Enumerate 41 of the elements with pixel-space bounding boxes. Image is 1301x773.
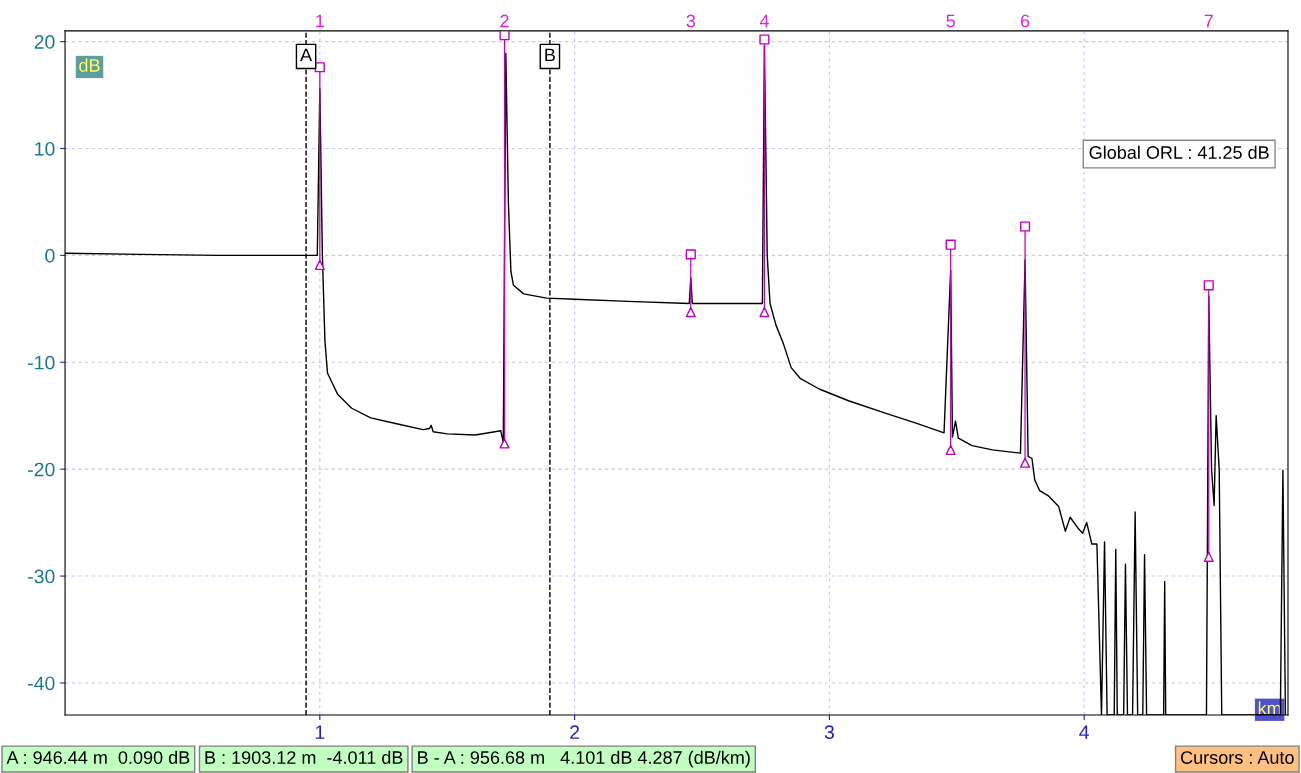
- point: [314, 62, 325, 73]
- y-tick-label: 0: [45, 248, 55, 263]
- y-tick-label: -40: [28, 676, 55, 691]
- point: [499, 438, 510, 449]
- text: 2: [500, 14, 509, 28]
- y-axis-title: dB: [79, 58, 100, 72]
- point: [314, 259, 325, 271]
- point: [945, 444, 956, 456]
- point: [685, 249, 696, 260]
- text: B - A : 956.68 m 4.101 dB 4.287 (dB/km): [418, 750, 750, 768]
- text: 3: [686, 14, 696, 28]
- x-axis-title: km: [1258, 701, 1281, 715]
- text: 5: [946, 14, 955, 28]
- point: [759, 34, 770, 45]
- y-tick-label: 10: [35, 141, 55, 156]
- y-tick-label: -30: [28, 569, 55, 584]
- x-tick-label: 4: [1079, 725, 1090, 739]
- ref-line-label: B: [545, 48, 555, 62]
- text: B : 1903.12 m -4.011 dB: [205, 750, 403, 764]
- point: [499, 30, 510, 41]
- y-tick-label: -10: [28, 355, 55, 370]
- text: 1: [316, 14, 324, 28]
- text: Cursors : Auto: [1181, 751, 1294, 764]
- point: [1203, 551, 1214, 562]
- point: [1203, 280, 1214, 291]
- point: [1019, 457, 1031, 468]
- text: A : 946.44 m 0.090 dB: [6, 750, 190, 764]
- text: 7: [1204, 14, 1213, 28]
- x-tick-label: 3: [824, 725, 834, 740]
- y-tick-label: 20: [34, 35, 55, 49]
- text: 6: [1020, 14, 1030, 28]
- point: [685, 306, 696, 318]
- point: [1019, 221, 1031, 232]
- y-tick-label: -20: [28, 462, 55, 477]
- ref-line-label: A: [300, 48, 313, 62]
- annotation: Global ORL : 41.25 dB: [1089, 145, 1269, 159]
- text: 4: [759, 14, 769, 28]
- x-tick-label: 1: [315, 725, 325, 739]
- point: [945, 239, 956, 250]
- x-tick-label: 2: [570, 725, 580, 739]
- point: [759, 306, 770, 318]
